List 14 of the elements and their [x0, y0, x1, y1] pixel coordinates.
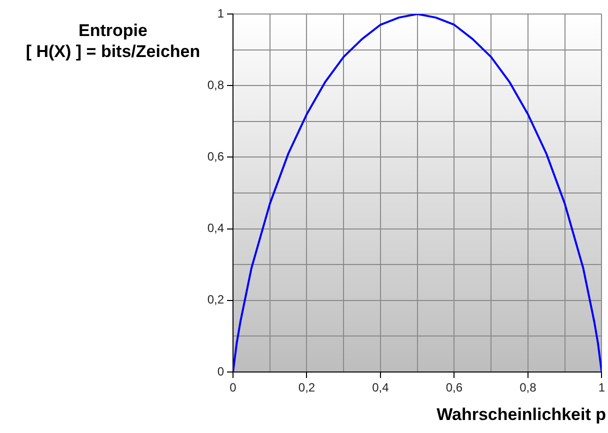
- y-tick-label: 0,6: [207, 150, 224, 164]
- x-axis-title: Wahrscheinlichkeit p: [436, 405, 606, 425]
- x-tick-label: 1: [598, 380, 606, 395]
- y-tick-label: 0,2: [207, 292, 224, 307]
- x-tick-label: 0,2: [298, 380, 316, 395]
- y-tick-label: 1: [217, 6, 224, 20]
- x-tick-label: 0: [230, 380, 237, 395]
- x-tick-label: 0,8: [520, 380, 537, 395]
- x-tick-label: 0,6: [446, 380, 463, 395]
- y-axis-title: Entropie [ H(X) ] = bits/Zeichen: [24, 20, 202, 62]
- y-tick-label: 0,4: [207, 221, 224, 236]
- y-tick-label: 0,8: [207, 78, 224, 92]
- x-tick-label: 0,4: [372, 380, 390, 395]
- y-tick-label: 0: [217, 364, 224, 378]
